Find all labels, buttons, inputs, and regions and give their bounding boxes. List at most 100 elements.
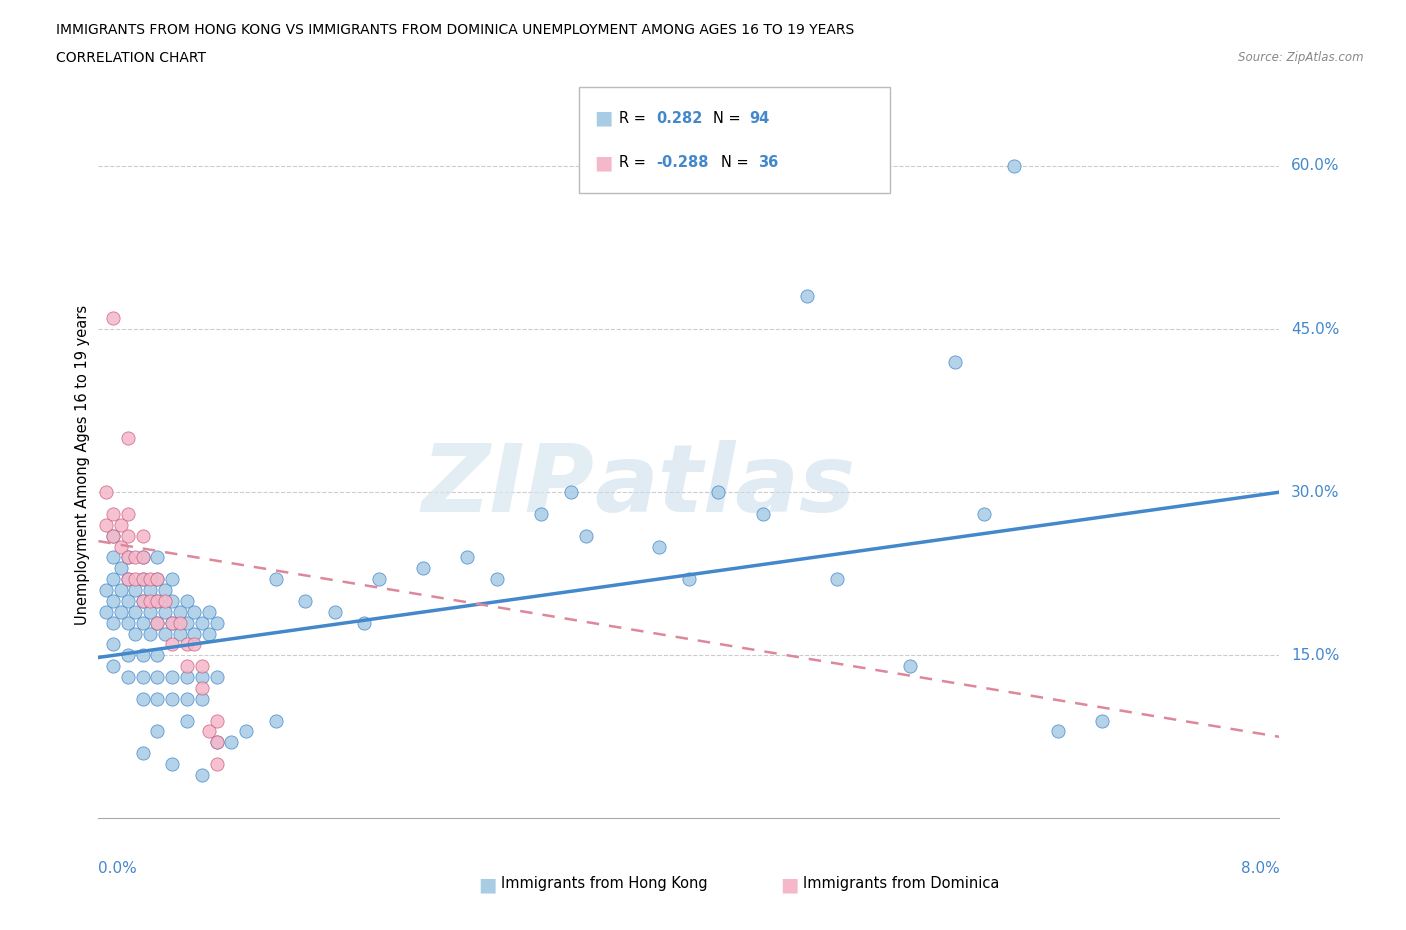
Point bbox=[103, 528, 124, 543]
Point bbox=[132, 691, 155, 706]
Point bbox=[198, 626, 221, 641]
Point bbox=[162, 757, 183, 772]
Point bbox=[235, 724, 257, 738]
Point bbox=[146, 616, 169, 631]
Text: ■: ■ bbox=[595, 153, 613, 172]
Point bbox=[574, 528, 596, 543]
Point bbox=[117, 648, 139, 663]
Text: 60.0%: 60.0% bbox=[1291, 158, 1340, 174]
Point bbox=[169, 616, 191, 631]
Point bbox=[132, 593, 155, 608]
Point bbox=[191, 670, 214, 684]
Point bbox=[132, 550, 155, 565]
Point bbox=[176, 691, 198, 706]
Point bbox=[146, 616, 169, 631]
Point bbox=[162, 593, 183, 608]
Text: 8.0%: 8.0% bbox=[1240, 861, 1279, 876]
Point bbox=[751, 507, 773, 522]
Text: R =: R = bbox=[619, 155, 650, 170]
Point bbox=[796, 289, 818, 304]
Point bbox=[117, 431, 139, 445]
Point bbox=[198, 724, 221, 738]
Point bbox=[1091, 713, 1114, 728]
Point bbox=[153, 582, 176, 597]
Point bbox=[132, 670, 155, 684]
Point bbox=[110, 517, 132, 532]
Point bbox=[124, 550, 146, 565]
Text: ZIP: ZIP bbox=[422, 440, 595, 532]
Point bbox=[139, 593, 162, 608]
Point bbox=[132, 572, 155, 587]
Text: 30.0%: 30.0% bbox=[1291, 485, 1340, 499]
Point bbox=[678, 572, 700, 587]
Point bbox=[176, 616, 198, 631]
Text: Immigrants from Dominica: Immigrants from Dominica bbox=[803, 876, 1000, 891]
Text: 45.0%: 45.0% bbox=[1291, 322, 1340, 337]
Point bbox=[205, 616, 228, 631]
Point bbox=[117, 572, 139, 587]
Point bbox=[117, 616, 139, 631]
Text: 0.0%: 0.0% bbox=[98, 861, 138, 876]
Point bbox=[146, 593, 169, 608]
Text: ■: ■ bbox=[478, 876, 496, 895]
Text: 94: 94 bbox=[749, 111, 769, 126]
Point bbox=[103, 637, 124, 652]
Point bbox=[110, 561, 132, 576]
Point bbox=[110, 582, 132, 597]
Point bbox=[162, 691, 183, 706]
Text: N =: N = bbox=[713, 111, 745, 126]
Point bbox=[219, 735, 242, 750]
Point bbox=[530, 507, 553, 522]
Point bbox=[1046, 724, 1069, 738]
Point bbox=[162, 572, 183, 587]
Point bbox=[183, 604, 205, 619]
Text: CORRELATION CHART: CORRELATION CHART bbox=[56, 51, 207, 65]
Point bbox=[117, 528, 139, 543]
Point bbox=[353, 616, 375, 631]
Point bbox=[146, 724, 169, 738]
Point bbox=[162, 616, 183, 631]
Point bbox=[176, 658, 198, 673]
Point bbox=[94, 582, 117, 597]
Point bbox=[117, 670, 139, 684]
Text: N =: N = bbox=[721, 155, 754, 170]
Point bbox=[146, 670, 169, 684]
Point bbox=[323, 604, 346, 619]
Point bbox=[132, 746, 155, 761]
Point bbox=[169, 626, 191, 641]
Text: ■: ■ bbox=[780, 876, 799, 895]
Text: -0.288: -0.288 bbox=[657, 155, 709, 170]
Point bbox=[94, 517, 117, 532]
Point bbox=[153, 593, 176, 608]
Point bbox=[103, 528, 124, 543]
Point bbox=[139, 572, 162, 587]
Point bbox=[176, 637, 198, 652]
Point bbox=[169, 604, 191, 619]
Point bbox=[176, 670, 198, 684]
Text: Immigrants from Hong Kong: Immigrants from Hong Kong bbox=[501, 876, 707, 891]
Point bbox=[560, 485, 582, 499]
Point bbox=[162, 616, 183, 631]
Point bbox=[191, 691, 214, 706]
Point bbox=[103, 311, 124, 325]
Point bbox=[124, 626, 146, 641]
Point bbox=[103, 593, 124, 608]
Point bbox=[205, 757, 228, 772]
Point bbox=[94, 604, 117, 619]
Point bbox=[183, 637, 205, 652]
Point bbox=[191, 616, 214, 631]
Point bbox=[103, 550, 124, 565]
Point bbox=[132, 593, 155, 608]
Point bbox=[146, 691, 169, 706]
Text: Source: ZipAtlas.com: Source: ZipAtlas.com bbox=[1239, 51, 1364, 64]
Point bbox=[132, 648, 155, 663]
Point bbox=[132, 616, 155, 631]
Point bbox=[139, 626, 162, 641]
Point bbox=[146, 593, 169, 608]
Point bbox=[205, 735, 228, 750]
Point bbox=[103, 658, 124, 673]
Text: R =: R = bbox=[619, 111, 650, 126]
Point bbox=[110, 604, 132, 619]
Point bbox=[132, 572, 155, 587]
Point bbox=[176, 593, 198, 608]
